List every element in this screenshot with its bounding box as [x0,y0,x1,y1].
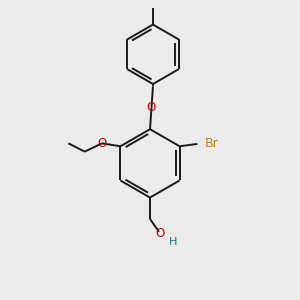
Text: Br: Br [204,137,218,150]
Text: O: O [147,101,156,114]
Text: O: O [156,227,165,240]
Text: O: O [97,137,106,150]
Text: H: H [169,237,177,247]
